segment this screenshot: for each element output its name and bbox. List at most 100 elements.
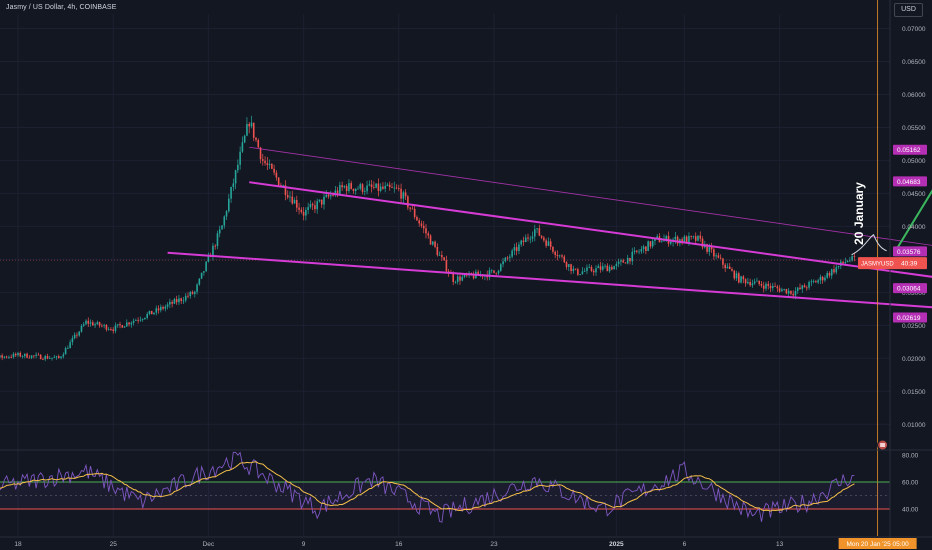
candle-body [121, 325, 124, 328]
candle-body [620, 260, 622, 262]
candle-body [271, 164, 273, 169]
time-tick-label: 13 [776, 541, 784, 548]
candle-body [629, 258, 631, 262]
current-price-tag [858, 257, 927, 270]
candle-body [642, 246, 645, 250]
trendline-lower [167, 251, 932, 309]
projection-curve [851, 234, 887, 256]
candle-body [413, 208, 416, 217]
candle-body [645, 246, 647, 252]
candle-body [345, 186, 348, 191]
candle-body [87, 320, 90, 324]
candle-body [126, 322, 128, 327]
candle-body [608, 266, 611, 272]
candle-body [690, 235, 692, 237]
candle-body [452, 273, 454, 282]
candle-body [495, 272, 498, 274]
candle-body [520, 240, 522, 245]
price-tick-label: 0.04500 [902, 191, 926, 198]
candle-body [753, 281, 756, 284]
candle-body [237, 164, 239, 171]
candle-body [640, 249, 643, 252]
candle-body [160, 306, 162, 311]
candle-body [330, 195, 332, 197]
candle-body [35, 354, 37, 356]
candle-body [173, 299, 176, 304]
candle-body [73, 334, 76, 339]
candle-body [69, 342, 71, 349]
candle-body [713, 249, 715, 257]
candle-body [262, 159, 264, 161]
candle-body [316, 201, 318, 210]
candle-body [395, 187, 398, 189]
candle-body [849, 260, 851, 262]
candle-body [280, 185, 282, 186]
candle-body [67, 348, 69, 349]
candle-body [275, 172, 278, 178]
candle-body [144, 317, 146, 320]
candle-body [477, 271, 479, 276]
candle-body [590, 266, 593, 271]
candle-body [665, 235, 668, 240]
candle-body [119, 324, 121, 326]
candle-body [545, 240, 547, 246]
candle-body [198, 278, 201, 285]
candle-body [783, 288, 785, 290]
candle-body [205, 261, 207, 272]
candle-body [724, 264, 726, 269]
candle-body [116, 324, 119, 326]
candle-body [71, 338, 74, 343]
candle-body [96, 322, 99, 325]
candle-body [398, 188, 400, 189]
candle-body [733, 270, 736, 279]
candle-body [98, 322, 101, 326]
candle-body [429, 235, 432, 245]
candle-body [577, 269, 579, 275]
candle-body [112, 329, 114, 332]
candle-body [615, 263, 618, 267]
candle-body [799, 287, 801, 289]
candle-body [656, 236, 658, 238]
candle-body [232, 183, 235, 187]
candle-body [602, 266, 604, 270]
candle-body [76, 334, 78, 336]
price-tick-label: 0.05000 [902, 158, 926, 165]
candle-body [5, 356, 8, 358]
price-tick-label: 0.05500 [902, 125, 926, 132]
annotation-20-january: 20 January [852, 182, 866, 245]
candle-body [742, 276, 745, 280]
candle-body [425, 228, 427, 234]
price-badge [893, 246, 927, 257]
candle-body [801, 285, 804, 289]
candle-body [361, 184, 364, 192]
candle-body [257, 139, 260, 148]
rsi-tick-label: 40.00 [902, 507, 919, 514]
candle-body [717, 255, 720, 258]
candle-body [524, 237, 527, 243]
candle-body [706, 244, 708, 252]
candle-body [674, 236, 677, 240]
time-tick-label: Dec [203, 541, 215, 548]
candle-body [264, 160, 266, 164]
candle-body [828, 273, 831, 276]
candle-body [738, 273, 740, 283]
candle-body [375, 183, 377, 188]
candle-body [24, 353, 26, 357]
candle-body [130, 322, 133, 325]
candle-body [94, 324, 96, 326]
candle-body [248, 123, 250, 127]
candle-body [694, 236, 697, 241]
green-arrow-shaft [893, 189, 932, 254]
candle-body [420, 223, 423, 226]
candle-body [191, 291, 194, 294]
candle-body [432, 241, 434, 245]
candle-body [497, 270, 500, 274]
candle-body [82, 324, 85, 326]
candle-body [377, 183, 380, 191]
candle-body [561, 255, 563, 257]
candle-body [266, 163, 269, 166]
candle-body [85, 320, 87, 325]
candle-body [683, 236, 686, 242]
currency-button[interactable]: USD [894, 3, 923, 17]
